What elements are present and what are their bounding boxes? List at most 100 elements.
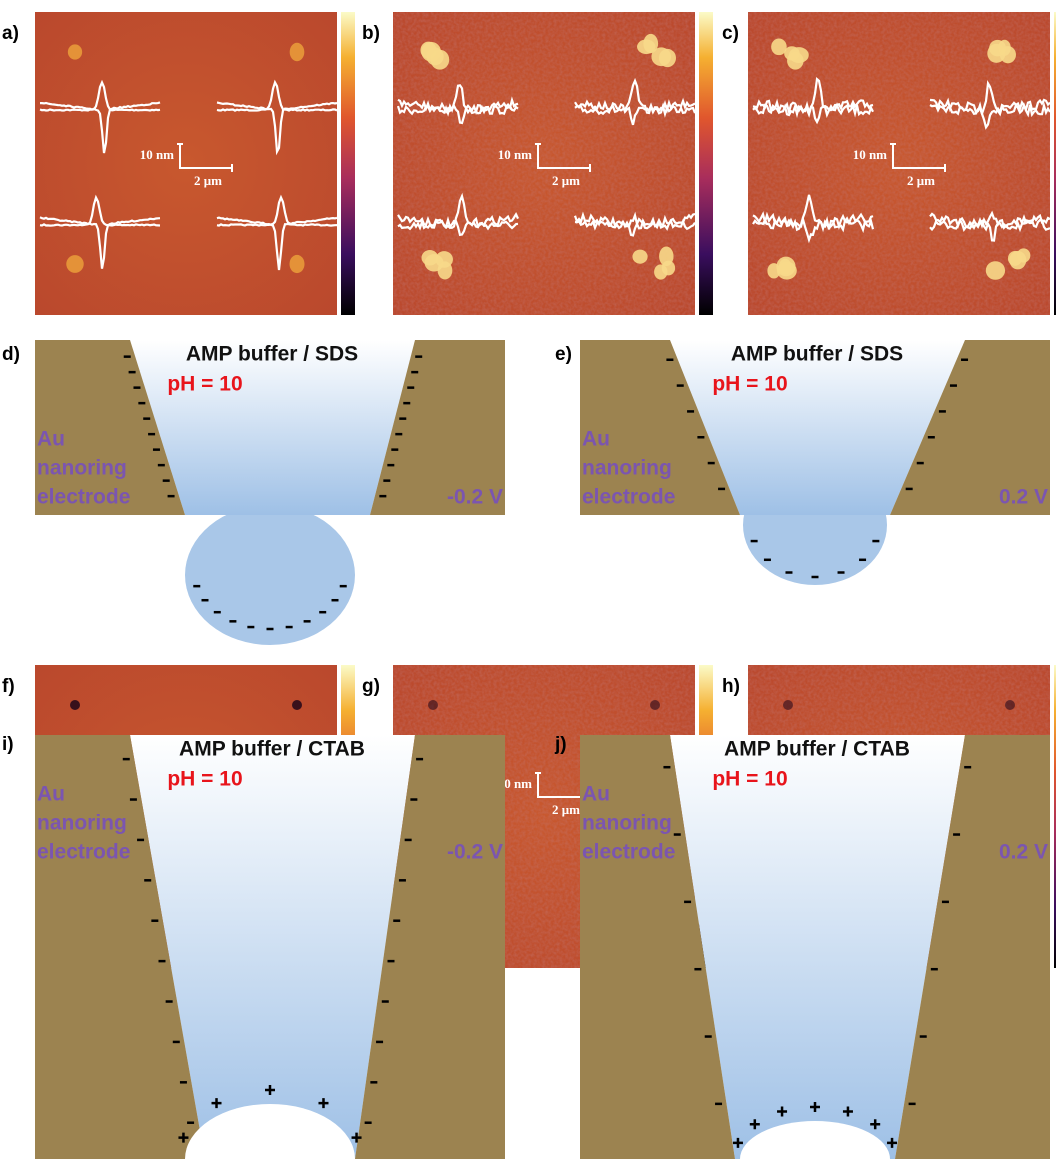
particle [787,51,804,70]
particle [632,249,648,264]
electrode-right [895,735,1050,1159]
height-profile [39,194,161,227]
height-profile [573,211,696,237]
height-profile [929,212,1051,242]
height-profile [39,216,161,269]
height-profile [396,84,519,117]
electrode-label: electrode [582,486,675,509]
particle [289,254,305,274]
electrode-label: Au [582,783,610,806]
particle [771,38,787,56]
particle [421,250,439,266]
electrode-label: nanoring [582,812,672,835]
particle [437,261,453,280]
particle [1016,248,1031,263]
particle [66,255,84,273]
particle [658,48,677,68]
particle [985,261,1006,280]
height-profile [574,97,696,126]
height-profile [216,101,338,156]
height-profile [216,216,338,271]
electrode-right [355,735,505,1159]
particle [421,41,441,62]
panel-label: h) [722,676,740,697]
electrode-label: nanoring [582,457,672,480]
electrode-right [370,340,505,515]
positive-charge [870,1119,881,1130]
electrode-label: electrode [37,841,130,864]
positive-charge [887,1137,898,1148]
schematic-title: AMP buffer / SDS [731,343,903,366]
colorbar [1054,12,1056,315]
ph-label: pH = 10 [167,768,242,791]
scale-width: 2 μm [907,173,935,188]
particle [778,258,792,275]
electrode-label: Au [37,428,65,451]
height-profile [752,194,875,234]
electrode-left [580,340,740,515]
particle [767,263,781,279]
panel-label: b) [362,23,380,44]
liquid [130,735,415,1159]
positive-charge [351,1132,362,1143]
pore [1005,700,1015,710]
voltage: -0.2 V [447,486,503,509]
panel-label: i) [2,734,14,755]
scale-bar [890,143,946,172]
particle [289,42,305,62]
liquid-bulb [185,505,355,645]
pore [650,700,660,710]
scale-bar [177,143,233,172]
positive-charge [178,1132,189,1143]
height-profile [216,194,338,227]
positive-charge [318,1098,329,1109]
scale-width: 2 μm [194,173,222,188]
positive-charge [265,1085,275,1095]
electrode-label: Au [37,783,65,806]
electrode-label: electrode [37,486,130,509]
height-profile [752,211,874,244]
schematic-title: AMP buffer / CTAB [179,738,365,761]
scale-height: 10 nm [498,776,532,791]
particle [999,46,1016,64]
afm-image [35,12,337,315]
scale-bar [535,143,591,172]
electrode-left [35,735,205,1159]
scale-width: 2 μm [552,173,580,188]
particle [661,260,676,276]
ph-label: pH = 10 [167,373,242,396]
bubble [185,1104,355,1159]
liquid [670,340,965,515]
panel-label: a) [2,23,19,44]
particle [637,39,656,55]
ph-label: pH = 10 [712,768,787,791]
electrode-label: Au [582,428,610,451]
pore [428,700,438,710]
positive-charge [777,1106,788,1117]
scale-width: 2 μm [552,802,580,817]
pore [783,700,793,710]
scale-height: 10 nm [853,147,887,162]
colorbar [341,12,355,315]
height-profile [929,97,1051,130]
pore [70,700,80,710]
ph-label: pH = 10 [712,373,787,396]
panel-label: e) [555,344,572,365]
liquid [670,735,965,1159]
height-profile [929,210,1051,233]
height-profile [397,192,519,231]
liquid [130,340,415,515]
electrode-label: electrode [582,841,675,864]
positive-charge [842,1106,853,1117]
electrode-label: nanoring [37,457,127,480]
voltage: 0.2 V [999,841,1048,864]
scale-height: 10 nm [498,147,532,162]
bubble [740,1121,890,1159]
height-profile [39,79,161,112]
colorbar [699,12,713,315]
voltage: -0.2 V [447,841,503,864]
electrode-left [35,340,185,515]
panel-label: g) [362,676,380,697]
electrode-right [890,340,1050,515]
